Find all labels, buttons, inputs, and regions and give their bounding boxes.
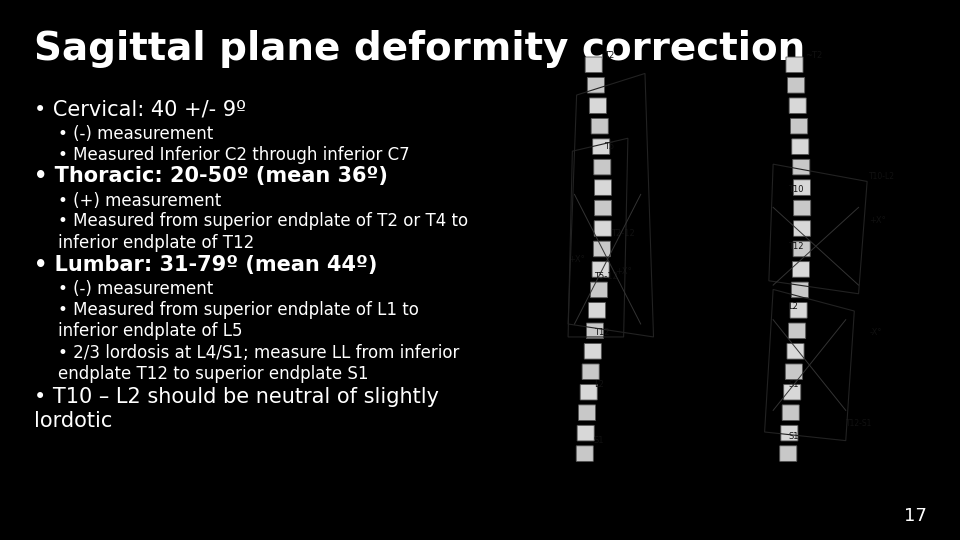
Text: • Lumbar: 31-79º (mean 44º): • Lumbar: 31-79º (mean 44º) xyxy=(34,255,377,275)
FancyBboxPatch shape xyxy=(780,426,798,441)
FancyBboxPatch shape xyxy=(793,159,810,175)
FancyBboxPatch shape xyxy=(783,384,801,400)
FancyBboxPatch shape xyxy=(791,282,808,298)
FancyBboxPatch shape xyxy=(594,180,612,195)
Text: +X°: +X° xyxy=(568,254,585,264)
Text: ~T2: ~T2 xyxy=(805,51,823,60)
Text: • (-) measurement: • (-) measurement xyxy=(58,280,213,299)
FancyBboxPatch shape xyxy=(786,57,803,72)
FancyBboxPatch shape xyxy=(580,384,597,400)
Text: 17: 17 xyxy=(903,507,926,525)
Text: • Measured from superior endplate of T2 or T4 to
inferior endplate of T12: • Measured from superior endplate of T2 … xyxy=(58,212,468,252)
FancyBboxPatch shape xyxy=(594,200,612,216)
FancyBboxPatch shape xyxy=(594,159,611,175)
FancyBboxPatch shape xyxy=(582,364,599,380)
FancyBboxPatch shape xyxy=(793,241,810,256)
Text: L2: L2 xyxy=(593,380,604,389)
FancyBboxPatch shape xyxy=(785,364,803,380)
Text: T2: T2 xyxy=(605,51,614,60)
FancyBboxPatch shape xyxy=(592,262,610,277)
Text: L2: L2 xyxy=(788,302,798,311)
FancyBboxPatch shape xyxy=(794,221,810,237)
FancyBboxPatch shape xyxy=(591,118,609,134)
Text: T10-L2: T10-L2 xyxy=(869,172,896,181)
FancyBboxPatch shape xyxy=(585,343,601,359)
Text: T5: T5 xyxy=(605,142,614,151)
FancyBboxPatch shape xyxy=(790,302,807,318)
Text: T5-12: T5-12 xyxy=(593,272,617,281)
Text: • (+) measurement: • (+) measurement xyxy=(58,192,221,210)
Text: S1: S1 xyxy=(593,436,604,445)
Text: Sagittal plane deformity correction: Sagittal plane deformity correction xyxy=(34,30,804,68)
Text: S1: S1 xyxy=(788,380,799,389)
FancyBboxPatch shape xyxy=(592,139,610,154)
FancyBboxPatch shape xyxy=(594,221,612,237)
Text: • Measured Inferior C2 through inferior C7: • Measured Inferior C2 through inferior … xyxy=(58,146,409,164)
Text: T12: T12 xyxy=(788,241,804,251)
FancyBboxPatch shape xyxy=(589,98,607,113)
FancyBboxPatch shape xyxy=(576,446,593,461)
FancyBboxPatch shape xyxy=(588,77,605,93)
FancyBboxPatch shape xyxy=(794,200,810,216)
FancyBboxPatch shape xyxy=(793,180,810,195)
FancyBboxPatch shape xyxy=(588,302,606,318)
Text: • Cervical: 40 +/- 9º: • Cervical: 40 +/- 9º xyxy=(34,100,246,120)
Text: +X°: +X° xyxy=(615,267,632,276)
FancyBboxPatch shape xyxy=(579,405,595,421)
Text: • Thoracic: 20-50º (mean 36º): • Thoracic: 20-50º (mean 36º) xyxy=(34,166,388,186)
Text: T2-12: T2-12 xyxy=(611,228,635,238)
FancyBboxPatch shape xyxy=(577,426,594,441)
Text: T10: T10 xyxy=(788,185,804,194)
Text: -X°: -X° xyxy=(869,328,881,337)
Text: S1: S1 xyxy=(788,431,799,441)
FancyBboxPatch shape xyxy=(590,282,608,298)
FancyBboxPatch shape xyxy=(787,343,804,359)
FancyBboxPatch shape xyxy=(789,98,806,113)
FancyBboxPatch shape xyxy=(587,323,604,339)
FancyBboxPatch shape xyxy=(792,262,809,277)
Text: • 2/3 lordosis at L4/S1; measure LL from inferior
endplate T12 to superior endpl: • 2/3 lordosis at L4/S1; measure LL from… xyxy=(58,343,459,383)
Text: +X°: +X° xyxy=(869,215,886,225)
FancyBboxPatch shape xyxy=(780,446,797,461)
FancyBboxPatch shape xyxy=(586,57,602,72)
FancyBboxPatch shape xyxy=(791,118,807,134)
FancyBboxPatch shape xyxy=(792,139,809,154)
Text: T12: T12 xyxy=(593,328,610,337)
Text: T12-S1: T12-S1 xyxy=(846,418,872,428)
FancyBboxPatch shape xyxy=(782,405,800,421)
Text: • T10 – L2 should be neutral of slightly
lordotic: • T10 – L2 should be neutral of slightly… xyxy=(34,387,439,430)
Text: • Measured from superior endplate of L1 to
inferior endplate of L5: • Measured from superior endplate of L1 … xyxy=(58,301,419,340)
Text: • (-) measurement: • (-) measurement xyxy=(58,125,213,144)
FancyBboxPatch shape xyxy=(787,77,804,93)
FancyBboxPatch shape xyxy=(593,241,611,256)
FancyBboxPatch shape xyxy=(788,323,805,339)
